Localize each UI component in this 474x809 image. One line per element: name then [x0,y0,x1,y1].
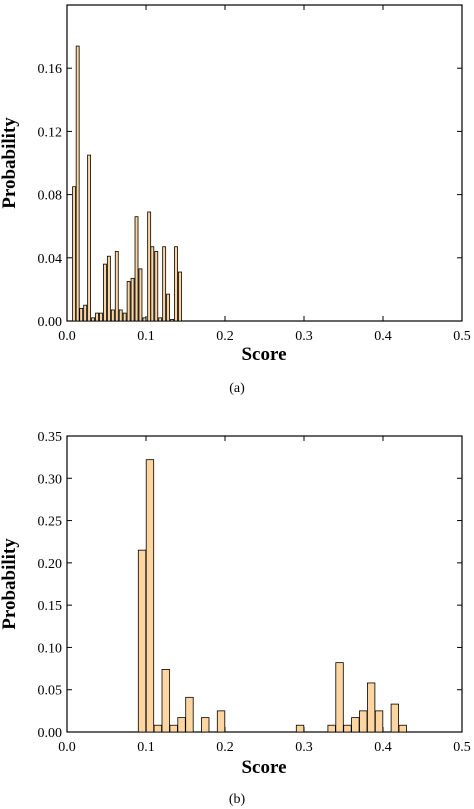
chart-a-bar [174,246,178,322]
chart-a-bar [158,317,163,322]
chart-a-x-tick-label: 0.1 [137,329,155,344]
chart-a-bar [75,45,80,322]
chart-a-bar [162,246,167,322]
chart-b-bar [295,724,305,733]
chart-b-bar [177,717,186,733]
chart-b-bar [216,710,226,733]
chart-a-y-tick-label: 0.12 [38,125,63,140]
chart-a-bar [142,317,147,322]
chart-a: 0.0 0.1 0.2 0.3 0.4 0.5 0.000.040.080.120.16 … [0,4,471,396]
chart-b-y-tick-label: 0.15 [38,599,63,614]
chart-b-bar [335,662,344,733]
chart-b-x-tick-label: 0.0 [58,740,76,755]
chart-b-bar [169,724,178,733]
chart-b-bar [374,710,384,733]
chart-a-bar [99,312,103,322]
chart-b-y-tick-label: 0.00 [38,726,63,741]
chart-a-bar [110,309,115,322]
chart-a-bar [83,304,88,322]
chart-a-x-tick-label: 0.3 [295,329,313,344]
chart-a-bar [150,246,155,322]
chart-a-y-tick-label: 0.16 [38,62,63,77]
chart-b: 0.0 0.1 0.2 0.3 0.4 0.5 0.000.050.100.150.200… [0,430,471,807]
chart-a-x-axis-title: Score [241,344,286,365]
chart-b-bars [137,459,407,733]
chart-b-x-ticks: 0.0 0.1 0.2 0.3 0.4 0.5 [58,436,471,755]
chart-a-bar [79,307,84,322]
chart-b-bar [145,459,155,733]
chart-b-bar [201,717,210,733]
chart-a-bar [95,312,99,322]
chart-a-bars [72,45,182,322]
chart-b-x-tick-label: 0.2 [216,740,234,755]
chart-a-frame [66,4,463,322]
chart-b-bar [398,724,407,733]
chart-b-bar [161,669,170,733]
chart-a-bar [91,317,95,322]
chart-b-y-tick-label: 0.20 [38,557,63,572]
chart-b-bar [359,710,368,733]
chart-b-caption: (b) [229,792,246,807]
chart-a-y-tick-label: 0.00 [38,315,63,330]
chart-a-x-tick-label: 0.2 [216,329,234,344]
chart-a-x-tick-label: 0.5 [453,329,471,344]
chart-a-x-ticks: 0.0 0.1 0.2 0.3 0.4 0.5 [58,5,471,344]
chart-a-bar [126,281,131,322]
chart-a-caption: (a) [229,381,245,396]
chart-a-y-ticks: 0.00 0.04 0.08 0.12 0.16 [38,62,462,330]
chart-a-bar [72,186,77,322]
chart-a-x-tick-label: 0.0 [58,329,76,344]
chart-a-bar [147,211,152,322]
chart-b-y-tick-label: 0.25 [38,515,63,530]
chart-b-bar [327,724,336,733]
chart-a-bar [106,255,111,322]
chart-b-x-axis-title: Score [241,757,286,778]
chart-a-x-tick-label: 0.4 [374,329,392,344]
chart-a-y-tick-label: 0.04 [38,252,63,267]
chart-a-bar [138,268,143,322]
chart-a-bar [170,319,174,322]
chart-b-bar [366,682,376,733]
chart-a-bar [87,154,92,322]
chart-b-y-tick-label: 0.35 [38,430,63,445]
chart-b-y-axis-title: Probability [0,538,20,630]
chart-a-y-axis-title: Probability [0,117,20,209]
chart-b-bar [343,724,352,733]
chart-b-x-tick-label: 0.3 [295,740,313,755]
chart-b-bar [185,696,194,733]
chart-a-y-tick-label: 0.08 [38,189,63,204]
chart-a-bar [178,271,182,322]
chart-a-bar [114,251,119,322]
chart-b-frame [66,435,463,733]
chart-b-x-tick-label: 0.4 [374,740,392,755]
chart-b-y-tick-label: 0.10 [38,641,63,656]
chart-b-bar [390,703,400,733]
chart-a-bar [130,277,135,322]
chart-a-bar [118,309,123,322]
chart-b-bar [351,717,360,733]
chart-b-y-tick-label: 0.05 [38,684,63,699]
chart-a-bar [154,251,159,322]
chart-b-bar [153,724,163,733]
chart-a-bar [103,263,107,322]
chart-b-y-ticks: 0.00 0.05 0.10 0.15 0.20 0.25 0.30 0.35 [38,430,462,741]
chart-b-y-tick-label: 0.30 [38,472,63,487]
chart-a-bar [134,216,139,322]
chart-b-bar [137,549,147,733]
chart-a-bar [122,312,127,322]
chart-b-x-tick-label: 0.1 [137,740,155,755]
chart-b-x-tick-label: 0.5 [453,740,471,755]
chart-a-bar [166,293,171,322]
